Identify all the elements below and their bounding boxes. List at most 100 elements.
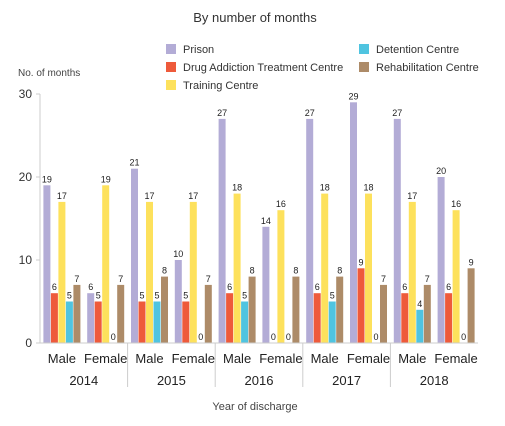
bar-value-label: 0 <box>286 332 291 342</box>
bar <box>153 301 161 343</box>
bar-value-label: 18 <box>363 183 373 193</box>
chart-title: By number of months <box>193 10 317 25</box>
bar-value-label: 19 <box>101 174 111 184</box>
bar-value-label: 18 <box>232 183 242 193</box>
bar-value-label: 27 <box>305 108 315 118</box>
bar-value-label: 0 <box>461 332 466 342</box>
bar <box>445 293 453 343</box>
legend-swatch <box>166 80 176 90</box>
bar <box>218 118 226 344</box>
bar-value-label: 9 <box>358 257 363 267</box>
bar-labels: 1961757651907215175810517072761858140160… <box>42 91 474 342</box>
bar-value-label: 5 <box>330 291 335 301</box>
x-category-label: Male <box>135 351 163 366</box>
bar-value-label: 0 <box>373 332 378 342</box>
bar <box>50 293 58 343</box>
legend-swatch <box>166 62 176 72</box>
legend-label: Detention Centre <box>376 44 459 56</box>
legend-item: Training Centre <box>166 80 258 92</box>
bar-value-label: 27 <box>217 108 227 118</box>
bar <box>292 276 300 343</box>
x-group-label: 2015 <box>157 373 186 388</box>
y-tick-label: 10 <box>19 253 33 267</box>
bar <box>58 201 66 343</box>
legend-item: Rehabilitation Centre <box>359 62 479 74</box>
legend-label: Training Centre <box>183 80 258 92</box>
bar <box>161 276 168 343</box>
bar <box>357 268 365 343</box>
x-category-label: Female <box>172 351 215 366</box>
bar-value-label: 6 <box>227 282 232 292</box>
bar <box>393 118 401 344</box>
y-axis-label: No. of months <box>18 68 80 79</box>
bar-value-label: 21 <box>129 158 139 168</box>
x-group-label: 2018 <box>420 373 449 388</box>
bar-value-label: 20 <box>436 166 446 176</box>
bar <box>452 210 460 343</box>
legend-label: Drug Addiction Treatment Centre <box>183 62 343 74</box>
bar <box>102 185 110 343</box>
x-group-label: 2014 <box>69 373 98 388</box>
bar <box>262 226 270 343</box>
bar <box>401 293 409 343</box>
x-category-label: Male <box>311 351 339 366</box>
bar <box>174 260 182 343</box>
bar-value-label: 16 <box>276 199 286 209</box>
bar-value-label: 8 <box>337 266 342 276</box>
bar <box>437 177 445 343</box>
bar <box>328 301 336 343</box>
bar-value-label: 8 <box>250 266 255 276</box>
bar <box>365 193 372 343</box>
legend-item: Detention Centre <box>359 44 459 56</box>
bar-value-label: 0 <box>198 332 203 342</box>
y-tick-label: 0 <box>25 336 32 350</box>
bar <box>313 293 321 343</box>
bar-value-label: 27 <box>392 108 402 118</box>
bar <box>94 301 102 343</box>
bar-value-label: 17 <box>407 191 417 201</box>
bar-value-label: 17 <box>57 191 67 201</box>
bar-value-label: 14 <box>261 216 271 226</box>
legend-swatch <box>166 44 176 54</box>
bar-value-label: 9 <box>469 257 474 267</box>
bar-value-label: 6 <box>52 282 57 292</box>
bar-value-label: 8 <box>162 266 167 276</box>
bar <box>277 210 285 343</box>
legend-swatch <box>359 44 369 54</box>
x-category-label: Male <box>48 351 76 366</box>
legend-item: Drug Addiction Treatment Centre <box>166 62 343 74</box>
bar-value-label: 0 <box>111 332 116 342</box>
bar-value-label: 5 <box>242 291 247 301</box>
x-category-label: Female <box>259 351 302 366</box>
bar-value-label: 19 <box>42 174 52 184</box>
bar <box>248 276 256 343</box>
x-axis: Male Female 2014 Male Female 2015 Male Female 20… <box>40 342 478 388</box>
bar <box>73 284 81 343</box>
bar <box>182 301 190 343</box>
bar-value-label: 5 <box>96 291 101 301</box>
legend: Prison Detention Centre Drug Addiction Tre… <box>166 44 479 92</box>
bar-value-label: 10 <box>173 249 183 259</box>
bar <box>350 102 357 343</box>
bar <box>423 284 431 343</box>
legend-label: Prison <box>183 44 214 56</box>
x-group-label: 2017 <box>332 373 361 388</box>
bar-value-label: 18 <box>320 183 330 193</box>
bar <box>233 193 241 343</box>
bar-value-label: 29 <box>348 91 358 101</box>
bar-value-label: 17 <box>144 191 154 201</box>
bar-value-label: 8 <box>293 266 298 276</box>
bar-value-label: 7 <box>118 274 123 284</box>
bar <box>336 276 344 343</box>
bar <box>87 293 95 343</box>
bar <box>416 309 424 343</box>
x-axis-label: Year of discharge <box>212 401 297 413</box>
bar <box>138 301 146 343</box>
legend-item: Prison <box>166 44 214 56</box>
y-tick-label: 30 <box>19 87 33 101</box>
bar-value-label: 6 <box>315 282 320 292</box>
y-axis: 0 10 20 30 <box>19 87 41 350</box>
legend-label: Rehabilitation Centre <box>376 62 479 74</box>
bar-value-label: 0 <box>271 332 276 342</box>
